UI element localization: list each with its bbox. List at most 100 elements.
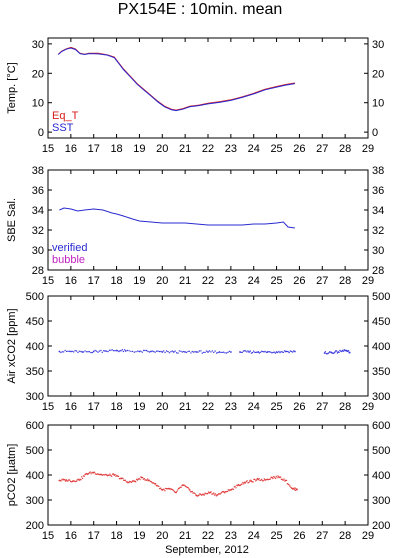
data-point: [262, 480, 265, 482]
data-point: [243, 350, 246, 352]
legend-entry: Eq_T: [52, 110, 79, 122]
data-point: [65, 350, 68, 353]
y-tick-label: 28: [32, 265, 44, 277]
data-point: [254, 351, 256, 354]
data-point: [114, 350, 116, 352]
x-tick-label: 26: [293, 401, 305, 413]
legend-entry: verified: [52, 242, 87, 254]
y-tick-label: 32: [32, 225, 44, 237]
data-point: [277, 351, 279, 354]
data-point: [235, 487, 237, 489]
data-point: [84, 473, 86, 476]
data-point: [183, 484, 186, 486]
data-point: [141, 351, 143, 353]
data-point: [254, 478, 256, 481]
data-point: [200, 350, 202, 352]
data-point: [68, 350, 71, 352]
data-point: [269, 351, 271, 353]
y-tick-label: 0: [38, 127, 44, 139]
data-point: [167, 350, 169, 353]
data-point: [108, 474, 110, 476]
data-point: [293, 488, 295, 491]
data-point: [290, 350, 293, 353]
data-point: [148, 479, 151, 481]
y-tick-label: 600: [26, 420, 44, 432]
data-point: [172, 489, 175, 491]
x-tick-label: 17: [88, 275, 100, 287]
x-tick-label: 22: [202, 401, 214, 413]
data-point: [143, 478, 145, 480]
data-point: [258, 352, 261, 354]
data-point: [264, 350, 266, 353]
series-line-verified: [59, 207, 295, 229]
y-tick-label: 30: [32, 39, 44, 51]
data-point: [241, 483, 243, 485]
y-tick-label: 400: [26, 470, 44, 482]
data-point: [80, 479, 82, 481]
data-point: [90, 473, 92, 475]
data-point: [135, 481, 137, 483]
data-point: [214, 493, 217, 495]
y-tick-label-right: 450: [372, 316, 390, 328]
data-point: [73, 351, 75, 353]
x-tick-label: 25: [270, 275, 282, 287]
data-point: [246, 351, 248, 353]
data-point: [115, 475, 117, 477]
data-point: [168, 352, 171, 354]
data-point: [190, 352, 192, 354]
data-point: [158, 350, 161, 353]
x-tick-label: 28: [339, 143, 351, 155]
x-tick-label: 18: [110, 275, 122, 287]
data-point: [274, 477, 277, 480]
y-axis-label: Temp. [°C]: [6, 62, 18, 113]
data-point: [213, 494, 216, 496]
x-tick-label: 19: [133, 401, 145, 413]
data-point: [122, 477, 124, 480]
data-point: [281, 478, 283, 481]
data-point: [277, 475, 279, 477]
x-tick-label: 22: [202, 143, 214, 155]
data-point: [124, 350, 127, 352]
data-point: [285, 479, 288, 482]
data-point: [273, 476, 276, 478]
data-point: [241, 351, 243, 354]
data-point: [185, 351, 188, 354]
plot-frame: [47, 169, 369, 271]
x-tick-label: 16: [65, 143, 77, 155]
data-point: [150, 350, 152, 353]
data-point: [291, 351, 294, 353]
y-tick-label-right: 20: [372, 68, 384, 80]
data-point: [341, 350, 343, 353]
x-tick-label: 18: [110, 143, 122, 155]
data-point: [248, 481, 250, 484]
x-tick-label: 19: [133, 275, 145, 287]
data-point: [348, 351, 351, 354]
data-point: [63, 479, 66, 481]
series-line-eq-t: [57, 46, 295, 111]
data-point: [130, 481, 133, 483]
data-point: [255, 479, 258, 481]
data-point: [161, 351, 164, 353]
data-point: [188, 488, 190, 490]
data-point: [181, 351, 183, 353]
data-point: [109, 473, 111, 475]
temperature-panel: 15 16 17 18 19 20 21 22 23 24 25 26 27 28 29 0 0 10 10 20 20…: [6, 37, 384, 155]
data-point: [177, 489, 179, 491]
legend-entry: SST: [52, 122, 74, 134]
data-point: [223, 351, 225, 353]
data-point: [123, 349, 126, 351]
data-point: [188, 350, 191, 352]
data-point: [178, 350, 181, 352]
y-tick-label-right: 28: [372, 265, 384, 277]
data-point: [347, 350, 350, 352]
data-point: [247, 350, 249, 352]
data-point: [139, 478, 141, 481]
x-tick-label: 24: [248, 143, 260, 155]
data-point: [83, 351, 85, 353]
data-point: [193, 351, 195, 353]
data-point: [117, 475, 120, 478]
data-point: [104, 350, 106, 352]
data-point: [279, 351, 281, 354]
data-point: [212, 493, 214, 495]
